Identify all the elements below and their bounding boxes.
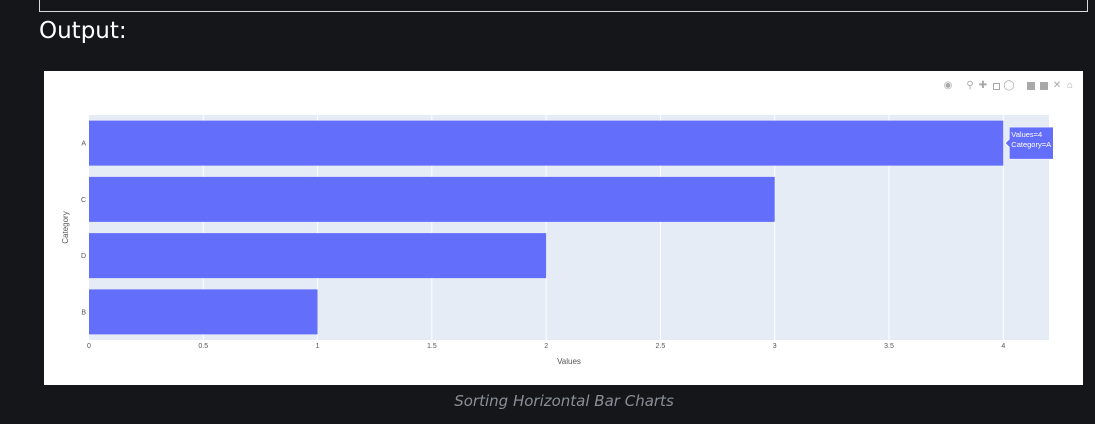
x-tick-label: 0: [87, 343, 91, 350]
figure-caption: Sorting Horizontal Bar Charts: [454, 392, 674, 410]
x-tick-label: 1: [316, 343, 320, 350]
x-axis-title: Values: [557, 357, 581, 366]
box-select-icon[interactable]: [991, 81, 1001, 91]
x-tick-label: 3.5: [884, 343, 894, 350]
x-tick-label: 0.5: [198, 343, 208, 350]
tooltip-box: [1004, 126, 1054, 160]
x-tick-label: 2.5: [656, 343, 666, 350]
y-tick-label: C: [81, 197, 86, 204]
autoscale-icon[interactable]: ✕: [1052, 80, 1062, 91]
x-tick-label: 2: [544, 343, 548, 350]
zoom-out-icon[interactable]: [1039, 81, 1049, 91]
bar-d: [89, 233, 547, 279]
bar-c: [89, 176, 775, 222]
output-heading: Output:: [39, 18, 127, 44]
modebar: ◉ ⚲ ✚ ◯ ✕ ⌂: [943, 81, 1075, 91]
tooltip-line-1: Values=4: [1011, 130, 1042, 139]
x-tick-label: 4: [1001, 343, 1005, 350]
zoom-in-icon[interactable]: [1026, 81, 1036, 91]
y-tick-label: B: [81, 309, 86, 316]
x-tick-label: 3: [773, 343, 777, 350]
bar-b: [89, 289, 318, 335]
plot-figure: ◉ ⚲ ✚ ◯ ✕ ⌂ 0 0.5 1 1.5 2 2.5 3 3.5 4 A C D B Values C…: [44, 71, 1083, 385]
bar-chart: 0 0.5 1 1.5 2 2.5 3 3.5 4 A C D B Values Category Value…: [61, 115, 1054, 366]
code-block-border: [39, 0, 1088, 12]
home-icon[interactable]: ⌂: [1066, 80, 1074, 91]
y-axis-title: Category: [61, 211, 70, 243]
camera-icon[interactable]: ◉: [943, 80, 953, 91]
x-tick-label: 1.5: [427, 343, 437, 350]
lasso-icon[interactable]: ◯: [1003, 80, 1015, 91]
y-tick-label: A: [81, 141, 86, 148]
pan-icon[interactable]: ✚: [978, 80, 988, 91]
bar-a: [89, 120, 1004, 166]
zoom-icon[interactable]: ⚲: [966, 80, 974, 91]
y-tick-label: D: [81, 253, 86, 260]
tooltip-line-2: Category=A: [1011, 140, 1051, 149]
